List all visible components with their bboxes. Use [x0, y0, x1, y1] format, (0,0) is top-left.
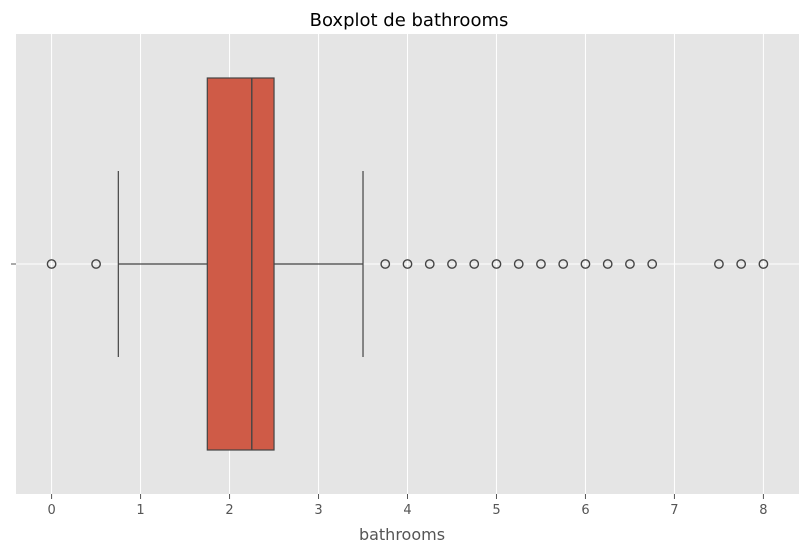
outlier-point: [602, 259, 613, 269]
chart-title: Boxplot de bathrooms: [310, 10, 509, 31]
x-axis-label: bathrooms: [359, 525, 445, 544]
outlier-point: [580, 259, 591, 269]
outlier-point: [625, 259, 635, 269]
outlier-point: [714, 259, 724, 269]
x-tick-label: 7: [670, 503, 678, 518]
outliers: [46, 259, 769, 269]
x-tick-label: 4: [403, 503, 411, 518]
outlier-point: [736, 259, 747, 269]
box-layer: [117, 77, 364, 451]
iqr-box: [206, 77, 275, 451]
outlier-point: [46, 259, 57, 269]
outlier-point: [402, 259, 413, 269]
outlier-point: [558, 259, 569, 269]
outlier-point: [424, 259, 435, 269]
x-tick-label: 8: [759, 503, 767, 518]
x-tick-label: 6: [581, 503, 589, 518]
x-tick-label: 0: [47, 503, 55, 518]
x-axis-ticks: 0 1 2 3 4 5 6 7 8: [47, 494, 768, 518]
outlier-point: [536, 259, 546, 269]
x-tick-label: 2: [225, 503, 233, 518]
outlier-point: [513, 259, 524, 269]
outlier-point: [469, 259, 480, 269]
outlier-point: [91, 259, 101, 269]
outlier-point: [491, 259, 502, 269]
outlier-point: [758, 259, 769, 269]
outlier-point: [380, 259, 391, 269]
x-tick-label: 5: [492, 503, 500, 518]
outlier-point: [647, 259, 658, 269]
x-tick-label: 3: [314, 503, 322, 518]
x-tick-label: 1: [136, 503, 144, 518]
outlier-point: [447, 259, 457, 269]
